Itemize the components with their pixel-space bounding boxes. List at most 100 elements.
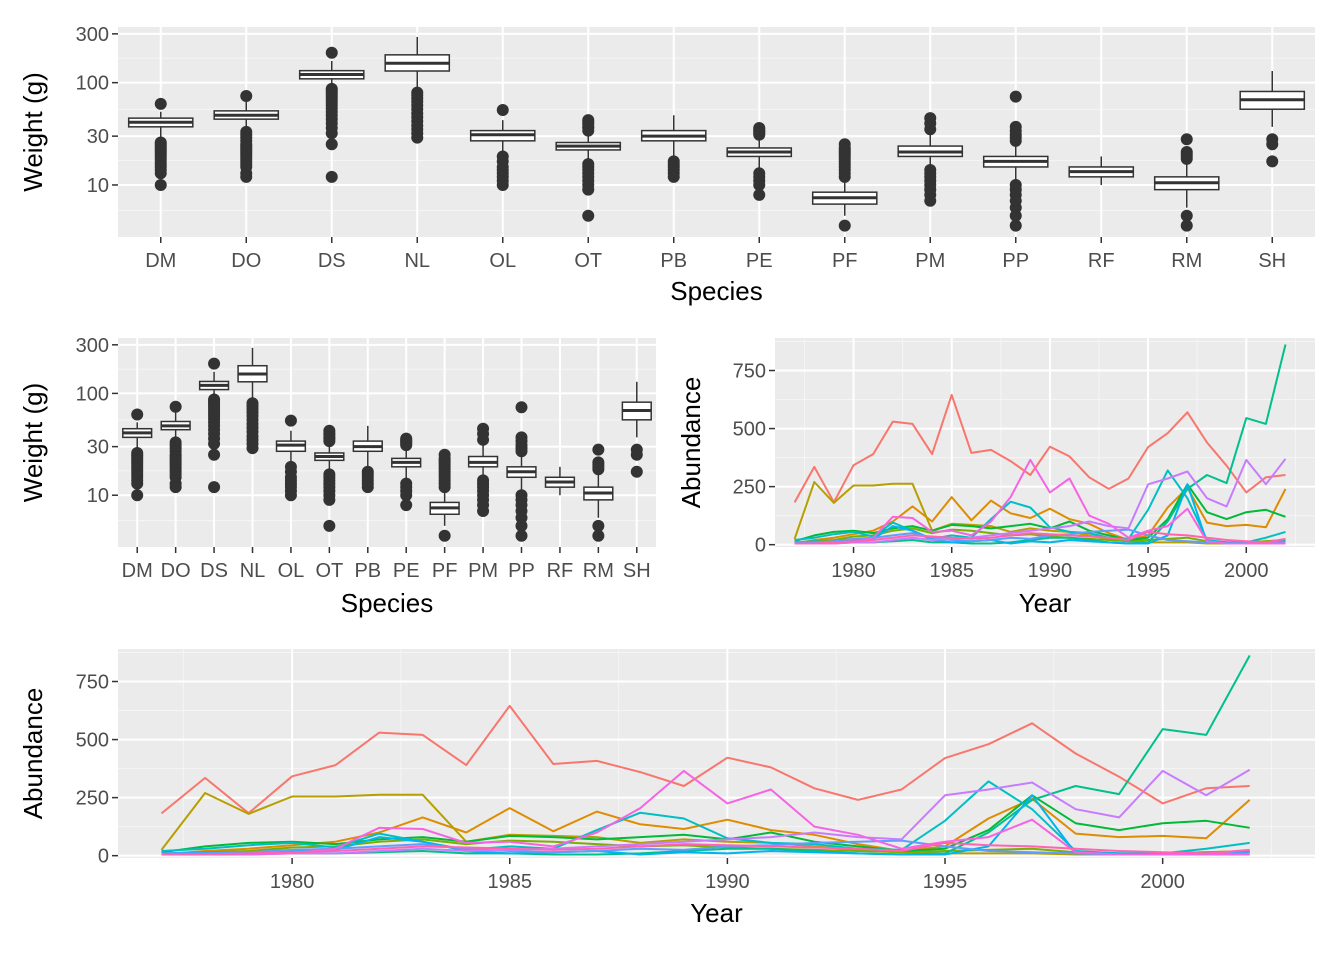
x-tick-label-DM: DM — [122, 560, 153, 582]
outlier-point — [154, 167, 167, 180]
outlier-point — [630, 465, 643, 478]
outlier-point — [1009, 134, 1022, 147]
outlier-point — [240, 170, 253, 183]
box-RF — [544, 466, 576, 496]
y-tick-label: 10 — [87, 175, 109, 197]
outlier-point — [582, 124, 595, 137]
outlier-point — [496, 178, 509, 191]
y-tick-label: 750 — [76, 672, 109, 694]
y-tick-label: 30 — [87, 437, 109, 459]
series-line-12 — [161, 841, 1250, 856]
box-RF — [1068, 156, 1135, 185]
x-tick-label-OL: OL — [489, 250, 516, 272]
box-PM — [897, 112, 964, 207]
outlier-point — [924, 194, 937, 207]
outlier-point — [1180, 219, 1193, 232]
box-PF — [429, 448, 460, 542]
outlier-point — [400, 439, 413, 452]
box-OL — [275, 414, 307, 502]
y-tick-label: 300 — [76, 24, 109, 46]
outlier-point — [240, 90, 253, 103]
x-axis-title: Species — [341, 588, 434, 618]
box-PB — [352, 425, 383, 494]
plot-background — [118, 649, 1315, 858]
outlier-point — [515, 401, 528, 414]
box-PP — [506, 401, 537, 542]
outlier-point — [515, 445, 528, 458]
x-tick-label-OT: OT — [574, 250, 602, 272]
x-axis-title: Year — [690, 898, 743, 928]
box-RM — [1153, 133, 1220, 232]
outlier-point — [1266, 155, 1279, 168]
box-SH — [621, 381, 652, 478]
outlier-point — [477, 433, 490, 446]
x-axis-title: Year — [1019, 588, 1072, 618]
box-DS — [298, 46, 365, 183]
outlier-point — [438, 529, 451, 542]
outlier-point — [1009, 219, 1022, 232]
y-tick-label: 500 — [733, 419, 766, 441]
y-tick-label: 30 — [87, 126, 109, 148]
x-tick-label: 1980 — [270, 871, 315, 893]
series-line-1 — [160, 704, 1250, 815]
x-tick-label-DS: DS — [318, 250, 346, 272]
outlier-point — [131, 477, 144, 490]
outlier-point — [438, 481, 451, 494]
outlier-point — [515, 529, 528, 542]
x-tick-label-PF: PF — [832, 250, 858, 272]
box-PM — [467, 422, 499, 517]
box-PE — [391, 432, 422, 512]
outlier-point — [582, 209, 595, 222]
x-tick-label-DO: DO — [231, 250, 261, 272]
x-tick-label-OL: OL — [278, 560, 305, 582]
outlier-point — [325, 46, 338, 59]
outlier-point — [323, 519, 336, 532]
lineplot-panel-bottom: 1980 1985 1990 1995 2000 0 250 500 750 Year Abunda… — [18, 649, 1315, 928]
outlier-point — [592, 529, 605, 542]
outlier-point — [325, 170, 338, 183]
y-tick-label: 100 — [76, 383, 109, 405]
x-tick-label-RF: RF — [1088, 250, 1115, 272]
box-NL — [237, 347, 268, 455]
outlier-point — [753, 128, 766, 141]
y-tick-label: 750 — [733, 361, 766, 383]
x-tick-label-DM: DM — [145, 250, 176, 272]
outlier-point — [169, 481, 182, 494]
outlier-point — [477, 504, 490, 517]
x-tick-label-NL: NL — [404, 250, 430, 272]
series-line-2 — [794, 486, 1287, 545]
x-tick-label: 1995 — [1126, 560, 1171, 582]
outlier-point — [154, 97, 167, 110]
x-tick-label-RM: RM — [1171, 250, 1202, 272]
outlier-point — [1266, 138, 1279, 151]
series-line-9 — [161, 839, 1250, 856]
series-line-2 — [161, 797, 1251, 856]
box-PE — [726, 122, 793, 201]
y-tick-label: 0 — [98, 846, 109, 868]
series-line-11 — [161, 769, 1250, 856]
y-tick-label: 250 — [76, 788, 109, 810]
outlier-point — [753, 178, 766, 191]
outlier-point — [838, 219, 851, 232]
x-tick-label-OT: OT — [315, 560, 343, 582]
outlier-point — [323, 493, 336, 506]
x-tick-label: 1985 — [929, 560, 974, 582]
outlier-point — [400, 499, 413, 512]
outlier-point — [411, 131, 424, 144]
outlier-point — [496, 104, 509, 117]
outlier-point — [753, 188, 766, 201]
x-tick-label-PM: PM — [468, 560, 498, 582]
x-tick-label: 2000 — [1224, 560, 1269, 582]
series-line-11 — [794, 458, 1286, 545]
series-line-10 — [161, 768, 1251, 856]
x-tick-label: 1990 — [705, 871, 750, 893]
x-tick-label-PP: PP — [1002, 250, 1029, 272]
x-tick-label-DS: DS — [200, 560, 228, 582]
outlier-point — [208, 481, 221, 494]
outlier-point — [667, 170, 680, 183]
box-DS — [198, 357, 230, 494]
box-RM — [583, 443, 614, 542]
outlier-point — [361, 481, 374, 494]
outlier-point — [838, 170, 851, 183]
